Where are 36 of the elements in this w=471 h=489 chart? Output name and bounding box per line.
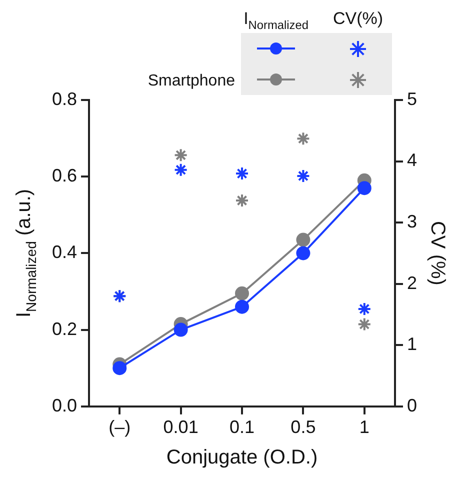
point <box>296 168 310 183</box>
legend-label: Smartphone <box>148 72 236 90</box>
y-tick-label: 0.8 <box>52 88 78 109</box>
point <box>296 132 310 146</box>
x-tick-label: (–) <box>108 417 131 438</box>
x-tick-label: 0.1 <box>229 417 255 438</box>
point <box>357 181 372 196</box>
y-tick-label: 0.0 <box>52 395 78 416</box>
point <box>174 148 188 162</box>
y2-tick-label: 1 <box>406 334 418 354</box>
y-tick-label: 0.4 <box>52 242 78 262</box>
point <box>112 361 127 376</box>
y2-tick-label: 3 <box>406 212 418 232</box>
y2-tick-label: 5 <box>406 88 418 109</box>
point <box>357 317 372 332</box>
point <box>296 246 310 260</box>
text: CV(%) <box>332 9 384 28</box>
point <box>174 162 188 177</box>
point <box>296 232 310 247</box>
y2-tick-label: 4 <box>406 150 418 170</box>
y2-tick-label: 2 <box>406 272 418 293</box>
y2-axis-title: CV (%) <box>426 220 448 286</box>
x-axis-title: Conjugate (O.D.) <box>166 446 318 469</box>
x-tick-label: 1 <box>359 417 370 438</box>
point <box>235 166 250 181</box>
y2-tick-label: 0 <box>406 395 418 416</box>
point <box>174 322 188 337</box>
x-tick-label: 0.5 <box>290 417 316 438</box>
point <box>235 286 250 300</box>
y-axis-title: INormalized (a.u.) <box>13 188 39 318</box>
x-tick-label: 0.01 <box>163 417 198 438</box>
point <box>357 302 372 316</box>
point <box>235 194 250 208</box>
point <box>235 300 250 314</box>
y-tick-label: 0.6 <box>52 166 78 186</box>
y-tick-label: 0.2 <box>52 318 78 339</box>
